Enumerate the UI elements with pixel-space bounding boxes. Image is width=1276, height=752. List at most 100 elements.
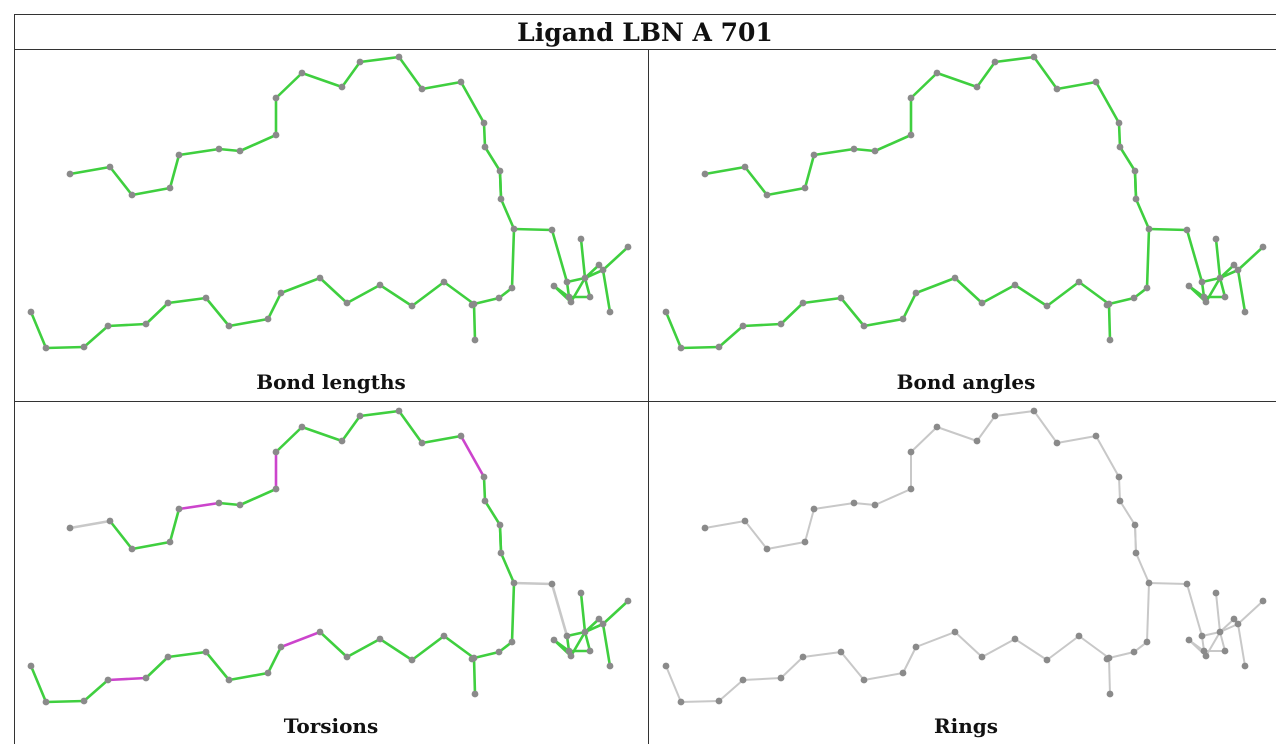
atom <box>1234 620 1242 628</box>
bond <box>1118 145 1137 173</box>
bond <box>410 280 446 308</box>
bond <box>498 169 503 201</box>
atom <box>563 278 571 286</box>
bond <box>1237 623 1246 667</box>
panel-torsions: Torsions <box>14 402 648 752</box>
bond <box>29 664 48 704</box>
column-divider <box>648 50 649 744</box>
atom <box>1241 308 1249 316</box>
bond <box>168 153 181 190</box>
row-divider-right <box>649 401 1276 402</box>
bond <box>442 280 476 306</box>
atom <box>468 655 476 663</box>
atom <box>480 119 488 127</box>
bond <box>550 582 569 638</box>
bond <box>472 650 501 660</box>
bond <box>318 630 349 659</box>
atom <box>581 274 589 282</box>
bond <box>1145 227 1151 290</box>
atom <box>907 131 915 139</box>
bond <box>166 650 208 659</box>
atom <box>202 648 210 656</box>
atom <box>1011 635 1019 643</box>
bond <box>82 678 110 703</box>
bond <box>166 296 208 305</box>
bond <box>345 283 382 305</box>
atom <box>66 170 74 178</box>
atom <box>837 648 845 656</box>
bond <box>266 291 283 321</box>
atom <box>1185 636 1193 644</box>
atom <box>581 628 589 636</box>
atom <box>1043 302 1051 310</box>
bond <box>472 296 501 306</box>
atom <box>850 499 858 507</box>
atom <box>128 191 136 199</box>
bond <box>397 409 424 445</box>
atom <box>215 145 223 153</box>
bond <box>358 409 401 418</box>
bond <box>358 55 401 64</box>
bond <box>915 631 956 648</box>
panel-rings: Rings <box>649 402 1276 752</box>
atom <box>202 294 210 302</box>
atom <box>142 674 150 682</box>
bond <box>82 324 110 349</box>
atom <box>548 226 556 234</box>
atom <box>277 289 285 297</box>
bond <box>1146 582 1150 643</box>
atom <box>563 632 571 640</box>
bond <box>601 245 630 272</box>
bond <box>44 345 86 350</box>
atom <box>871 501 879 509</box>
atom <box>1053 439 1061 447</box>
atom <box>376 281 384 289</box>
atom <box>1106 690 1114 698</box>
atom <box>272 448 280 456</box>
bond <box>482 475 487 503</box>
atom <box>1103 301 1111 309</box>
ligand-title: Ligand LBN A 701 <box>517 18 773 47</box>
atom <box>236 147 244 155</box>
bond <box>1032 55 1059 91</box>
atom <box>907 448 915 456</box>
bond <box>601 599 630 626</box>
bond <box>953 276 984 305</box>
atom <box>907 94 915 102</box>
bond <box>873 133 913 153</box>
atom <box>408 302 416 310</box>
bond <box>512 227 554 232</box>
bond <box>993 55 1036 64</box>
bond <box>340 414 362 443</box>
bond <box>238 133 278 153</box>
bond <box>1135 552 1150 584</box>
bond <box>510 227 516 290</box>
bond <box>68 165 112 176</box>
atom <box>27 662 35 670</box>
atom <box>801 184 809 192</box>
atom <box>80 343 88 351</box>
atom <box>907 485 915 493</box>
atom <box>899 315 907 323</box>
row-divider-left <box>14 401 648 402</box>
bond <box>1147 227 1189 232</box>
atom <box>799 299 807 307</box>
atom <box>1234 266 1242 274</box>
atom <box>215 499 223 507</box>
bond <box>579 237 587 280</box>
bond <box>459 434 486 479</box>
bond <box>1046 635 1080 661</box>
bond <box>498 523 503 555</box>
bond <box>29 310 48 350</box>
bond <box>378 283 414 308</box>
atom <box>457 78 465 86</box>
atom <box>599 620 607 628</box>
bond <box>804 508 815 543</box>
atom <box>440 278 448 286</box>
bond <box>914 276 957 295</box>
atom <box>606 662 614 670</box>
table-frame <box>14 14 1276 744</box>
bond <box>1186 583 1203 637</box>
bond <box>1094 80 1121 125</box>
atom <box>104 676 112 684</box>
